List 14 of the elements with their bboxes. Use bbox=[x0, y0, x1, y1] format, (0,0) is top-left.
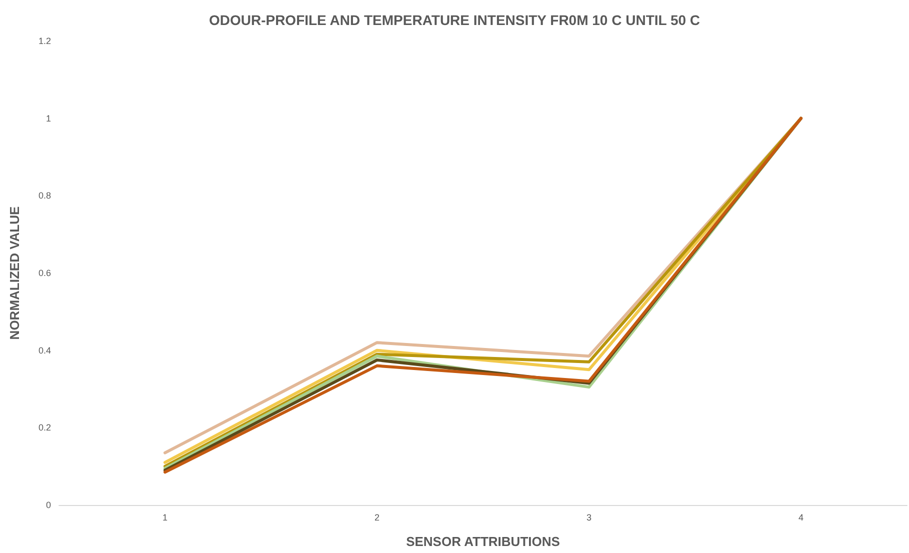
x-tick-label: 4 bbox=[798, 512, 804, 522]
y-tick-label: 0.8 bbox=[38, 190, 51, 201]
x-tick-label: 3 bbox=[586, 512, 592, 522]
y-tick-label: 0.6 bbox=[38, 268, 51, 278]
y-axis-title: NORMALIZED VALUE bbox=[7, 206, 22, 340]
chart-title: ODOUR-PROFILE AND TEMPERATURE INTENSITY FR0M 10 C UNTIL 50 C bbox=[208, 12, 700, 28]
y-tick-label: 1.2 bbox=[38, 36, 51, 46]
x-tick-label: 1 bbox=[162, 512, 168, 522]
y-tick-label: 1 bbox=[46, 113, 51, 124]
y-tick-label: 0 bbox=[46, 500, 51, 510]
y-tick-label: 0.2 bbox=[38, 422, 51, 433]
x-tick-label: 2 bbox=[374, 512, 380, 522]
x-axis-title: SENSOR ATTRIBUTIONS bbox=[406, 534, 560, 549]
y-tick-label: 0.4 bbox=[38, 345, 51, 356]
